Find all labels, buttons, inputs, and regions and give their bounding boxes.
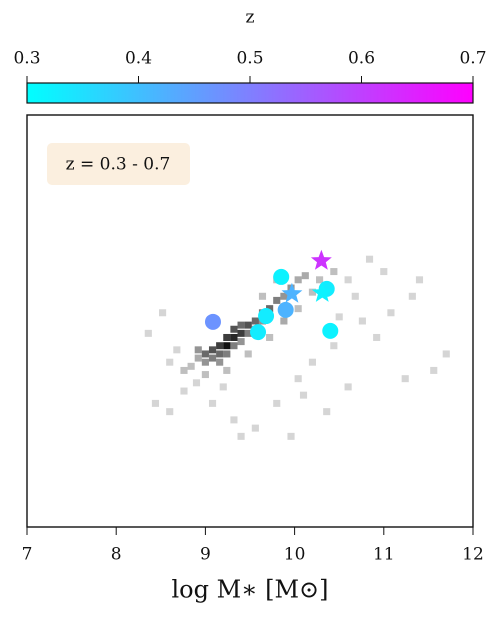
hist-cell <box>244 329 252 337</box>
hist-cell <box>380 268 388 276</box>
hist-cell <box>258 292 267 300</box>
hist-cell <box>223 366 231 374</box>
x-tick-label: 7 <box>22 545 33 565</box>
hist-cell <box>358 317 366 325</box>
hist-cell <box>151 399 160 407</box>
hist-cell <box>330 342 338 350</box>
x-tick-label: 10 <box>284 545 306 565</box>
hist-cell <box>187 362 195 370</box>
hist-cell <box>401 375 409 383</box>
hist-cell <box>144 329 152 337</box>
hist-cell <box>216 342 224 350</box>
hist-cell <box>373 333 381 341</box>
x-tick-label: 12 <box>462 545 484 565</box>
hist-cell <box>301 272 309 280</box>
hist-cell <box>251 424 259 432</box>
colorbar-tick-label: 0.5 <box>236 49 263 69</box>
hist-cell <box>294 305 302 313</box>
colorbar-tick-label: 0.6 <box>348 49 375 69</box>
hist-cell <box>216 358 224 366</box>
hist-cell <box>223 342 231 350</box>
hist-cell <box>180 366 188 374</box>
plot-frame <box>26 114 474 528</box>
circle-point <box>250 324 267 341</box>
hist-cell <box>280 317 288 325</box>
star-point <box>281 282 303 303</box>
hist-cell <box>216 350 224 358</box>
hist-cell <box>194 354 202 362</box>
hist-cell <box>237 321 245 329</box>
hist-cell <box>387 309 395 317</box>
hist-cell <box>344 276 352 284</box>
annotation: z = 0.3 - 0.7 <box>66 155 171 175</box>
hist-cell <box>273 399 281 407</box>
hist-cell <box>287 432 295 440</box>
circle-point <box>322 322 339 339</box>
hist-cell <box>230 416 238 424</box>
hist-cell <box>299 391 308 399</box>
hist-cell <box>308 288 317 296</box>
hist-cell <box>237 338 245 346</box>
hist-cell <box>344 383 352 391</box>
hist-cell <box>180 387 188 395</box>
hist-cell <box>230 333 238 341</box>
star-point <box>311 282 333 302</box>
hist-cell <box>230 325 238 333</box>
annotation-box <box>47 143 190 185</box>
hist-cell <box>316 276 324 284</box>
colorbar-tick-label: 0.3 <box>13 49 40 69</box>
hist-cell <box>408 292 416 300</box>
hist-cell <box>251 317 259 325</box>
hist-cell <box>223 333 231 341</box>
hist-cell <box>192 379 201 387</box>
hist-cell <box>330 268 338 276</box>
star-point <box>310 249 332 270</box>
circle-point <box>258 308 275 325</box>
hist-cell <box>430 366 438 374</box>
hist-cell <box>442 350 450 358</box>
hist-cell <box>351 292 359 300</box>
hist-cell <box>173 346 181 354</box>
circle-point <box>204 313 221 330</box>
colorbar-label: z <box>246 8 255 28</box>
hist-cell <box>244 321 252 329</box>
hist-cell <box>208 346 217 354</box>
hist-cell <box>294 276 302 284</box>
hist-cell <box>194 346 202 354</box>
hist-cell <box>237 329 245 337</box>
hist-cell <box>365 255 374 263</box>
colorbar-tick-label: 0.4 <box>125 49 152 69</box>
x-tick-label: 11 <box>373 545 395 565</box>
hist-cell <box>323 408 331 416</box>
circle-point <box>277 301 294 318</box>
hist-cell <box>208 354 217 362</box>
colorbar <box>26 82 474 104</box>
hist-cell <box>244 350 252 358</box>
x-tick-label: 9 <box>200 545 211 565</box>
hist-cell <box>223 350 231 358</box>
hist-cell <box>335 313 343 321</box>
hist-cell <box>219 383 227 391</box>
hist-cell <box>166 358 174 366</box>
hist-cell <box>230 342 238 350</box>
hist-cell <box>166 408 174 416</box>
hist-cell <box>237 432 245 440</box>
hist-cell <box>266 305 274 313</box>
hist-cell <box>273 296 281 304</box>
hist-cell <box>280 292 288 300</box>
hist-cell <box>266 333 274 341</box>
hist-cell <box>294 375 302 383</box>
hist-cell <box>415 276 424 284</box>
circle-point <box>273 268 290 285</box>
hist-cell <box>159 309 167 317</box>
x-axis-label: log M∗ [M⊙] <box>171 576 328 604</box>
hist-cell <box>308 358 317 366</box>
hist-cell <box>208 399 217 407</box>
hist-cell <box>201 350 209 358</box>
hist-cell <box>201 358 209 366</box>
hist-cell <box>201 371 209 379</box>
x-tick-label: 8 <box>111 545 122 565</box>
colorbar-tick-label: 0.7 <box>459 49 486 69</box>
